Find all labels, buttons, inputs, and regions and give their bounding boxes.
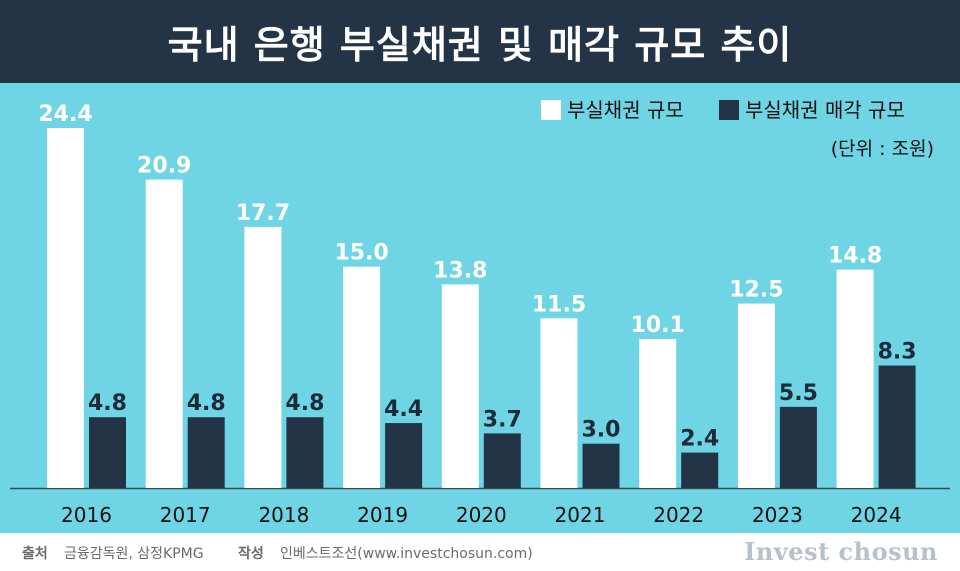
source-label: 출처 [22,546,48,562]
bar-label-2018-sale: 4.8 [285,391,324,416]
x-tick-label-2017: 2017 [160,503,211,527]
bar-2020-sale [483,433,521,488]
bar-2024-npl [836,269,874,488]
bar-2019-npl [343,266,381,488]
legend-swatch-sale [719,100,739,120]
x-tick-label-2019: 2019 [357,503,408,527]
bar-label-2022-sale: 2.4 [680,427,719,452]
bar-label-2023-sale: 5.5 [779,381,818,406]
legend-label-sale: 부실채권 매각 규모 [745,98,905,122]
bar-label-2020-sale: 3.7 [483,407,522,432]
chart-title: 국내 은행 부실채권 및 매각 규모 추이 [167,23,793,67]
bar-2016-sale [89,417,126,488]
bar-2024-sale [878,365,916,488]
bar-2018-npl [244,226,282,488]
legend-swatch-npl [541,100,561,120]
x-tick-label-2024: 2024 [851,503,902,527]
x-tick-label-2020: 2020 [456,503,507,527]
bar-label-2024-npl: 14.8 [828,244,882,269]
author-label: 작성 [238,546,264,562]
bar-label-2017-sale: 4.8 [187,391,226,416]
unit-note: (단위 : 조원) [831,138,934,160]
brand-logo: Invest chosun [744,537,938,566]
title-bar: 국내 은행 부실채권 및 매각 규모 추이 [0,0,960,83]
x-tick-label-2018: 2018 [258,503,309,527]
bar-label-2020-npl: 13.8 [433,258,487,283]
bar-chart: 24.4 4.8 2016 20.9 4.8 2017 17.7 4.8 2018 15.0 4.4… [10,98,950,527]
bar-label-2023-npl: 12.5 [729,278,783,303]
legend-label-npl: 부실채권 규모 [567,98,684,122]
x-tick-label-2021: 2021 [555,503,606,527]
bar-2016-npl [47,128,84,488]
bar-2022-sale [681,452,719,488]
bar-2023-sale [779,406,817,488]
bar-2021-npl [540,318,578,488]
bar-2017-sale [187,417,225,488]
bar-label-2021-sale: 3.0 [582,418,621,443]
x-tick-label-2022: 2022 [653,503,704,527]
author-text: 인베스트조선(www.investchosun.com) [280,546,533,562]
bar-label-2024-sale: 8.3 [878,340,917,365]
bar-label-2021-npl: 11.5 [532,292,586,317]
bar-label-2018-npl: 17.7 [236,201,290,226]
bar-2018-sale [286,417,324,488]
bar-label-2016-sale: 4.8 [88,391,127,416]
bar-label-2017-npl: 20.9 [137,154,191,179]
bar-2017-npl [145,179,183,488]
x-tick-label-2016: 2016 [61,503,112,527]
bar-label-2019-npl: 15.0 [334,241,388,266]
source-text: 금융감독원, 삼정KPMG [64,546,204,562]
footer: 출처 금융감독원, 삼정KPMG 작성 인베스트조선(www.investcho… [0,533,960,571]
x-tick-label-2023: 2023 [752,503,803,527]
bar-2020-npl [441,284,479,488]
bar-2022-npl [639,338,677,488]
bar-label-2019-sale: 4.4 [384,397,423,422]
bar-2021-sale [582,443,620,488]
bar-2019-sale [385,423,423,488]
bar-2023-npl [737,303,775,488]
bar-label-2022-npl: 10.1 [631,313,685,338]
bar-label-2016-npl: 24.4 [38,102,92,127]
